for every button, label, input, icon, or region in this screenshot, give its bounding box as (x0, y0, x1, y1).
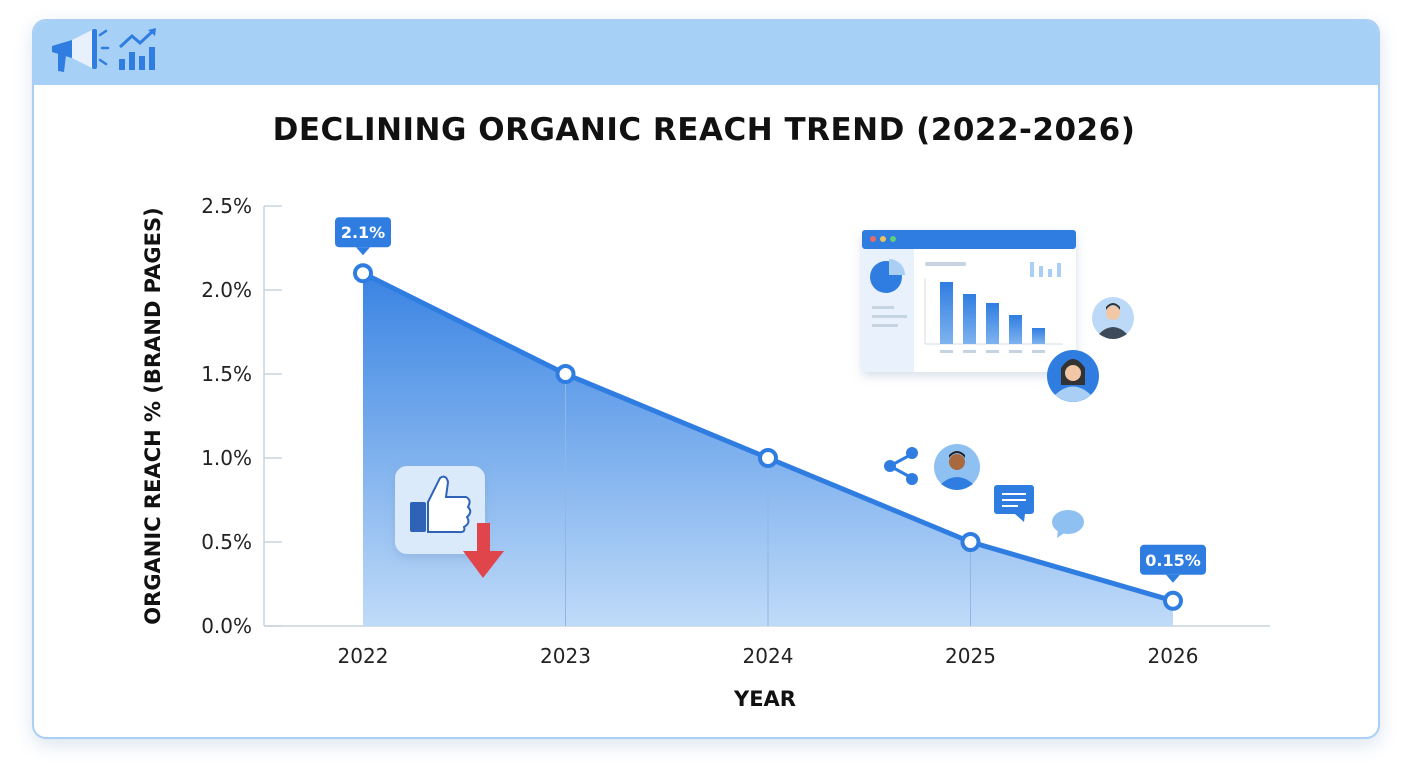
header-bar (34, 21, 1378, 85)
x-tick-label: 2022 (338, 644, 389, 668)
y-tick-label: 0.5% (201, 530, 252, 554)
avatar-icon (1047, 350, 1099, 402)
avatar-icon (934, 444, 980, 490)
data-point (555, 364, 576, 384)
data-point (960, 532, 981, 552)
y-axis-label: ORGANIC REACH % (BRAND PAGES) (141, 207, 165, 624)
thumbs-up-down-icon (395, 466, 504, 578)
y-tick-label: 0.0% (201, 614, 252, 638)
growth-chart-icon (118, 28, 156, 70)
data-point (353, 263, 373, 284)
data-label-pointer (356, 247, 370, 256)
data-label: 2.1% (341, 223, 385, 242)
data-label: 0.15% (1145, 551, 1201, 570)
dashboard-window-illustration (862, 230, 1076, 372)
x-tick-label: 2025 (945, 644, 996, 668)
x-axis-label: YEAR (733, 687, 796, 711)
data-label-box (1140, 544, 1206, 575)
x-tick-label: 2024 (743, 644, 794, 668)
data-label-box (335, 217, 391, 248)
megaphone-icon (52, 29, 110, 72)
x-tick-label: 2023 (540, 644, 591, 668)
chat-bubble-icon (994, 485, 1084, 538)
y-tick-label: 2.5% (201, 194, 252, 218)
avatar-icon (1092, 297, 1134, 339)
chart-title: DECLINING ORGANIC REACH TREND (2022-2026… (272, 112, 1136, 148)
y-tick-label: 1.0% (201, 446, 252, 470)
data-point (758, 448, 778, 468)
y-tick-label: 2.0% (201, 278, 252, 302)
data-label-pointer (1166, 574, 1180, 583)
data-point (1163, 590, 1183, 611)
share-icon (884, 447, 918, 485)
y-tick-label: 1.5% (201, 362, 252, 386)
x-tick-label: 2026 (1148, 644, 1199, 668)
